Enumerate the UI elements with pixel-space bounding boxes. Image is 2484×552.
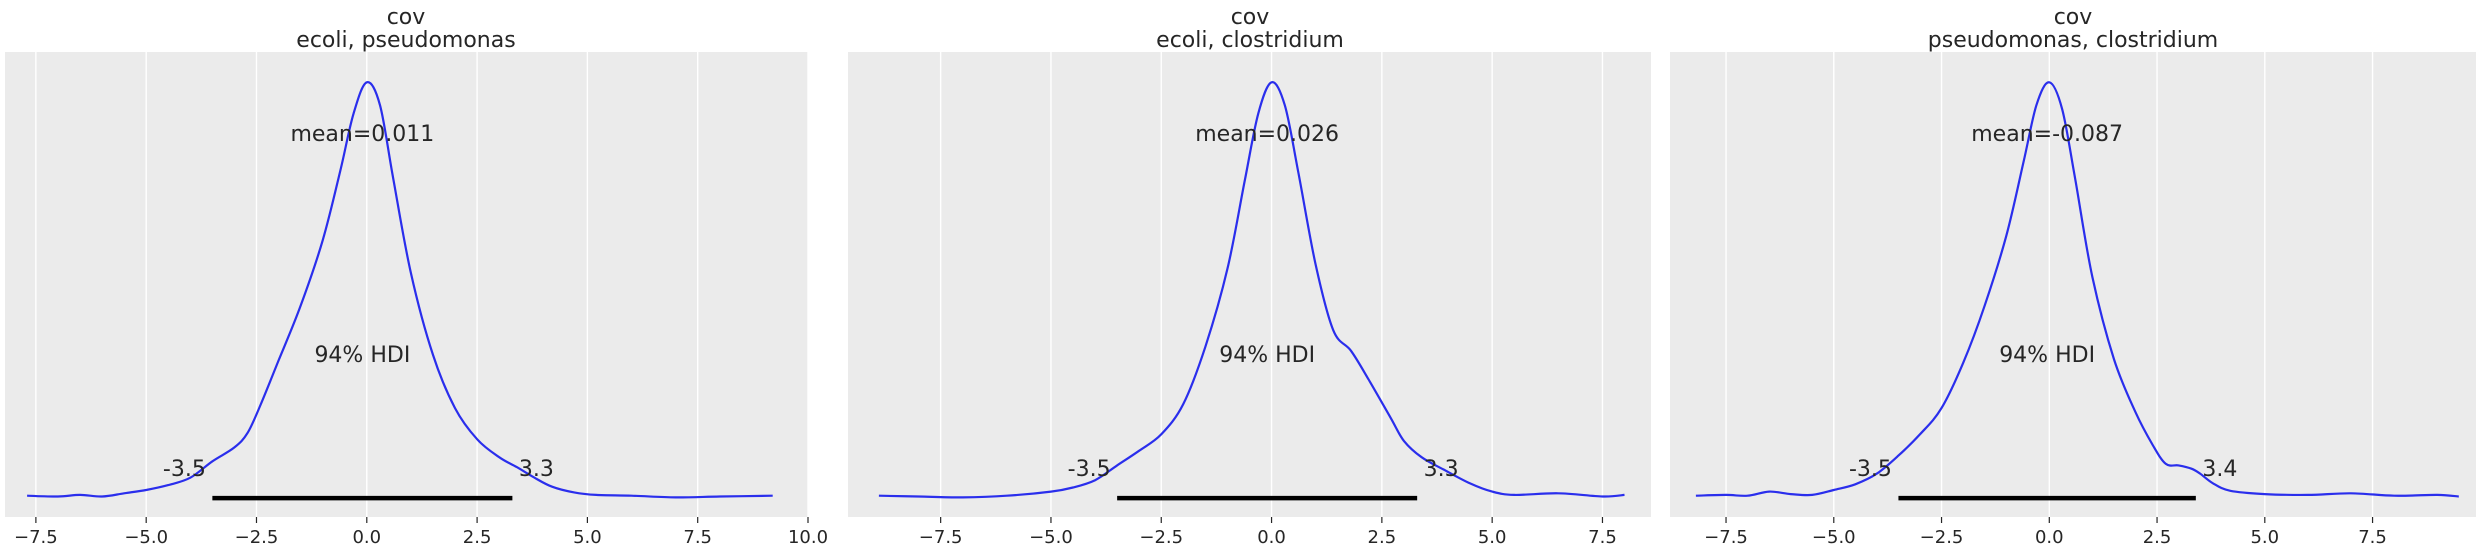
posterior-panel-pseudomonas-clostridium: cov pseudomonas, clostridium −7.5 −5.0 −2.… <box>1670 5 2476 548</box>
panel-title-line-1: cov <box>1231 5 1270 30</box>
x-tick-label: 7.5 <box>1588 527 1617 548</box>
hdi-lower-label: -3.5 <box>163 457 206 482</box>
panel-title-line-1: cov <box>387 5 426 30</box>
x-axis: −7.5 −5.0 −2.5 0.0 2.5 5.0 7.5 <box>919 517 1617 548</box>
hdi-upper-label: 3.3 <box>1424 457 1459 482</box>
posterior-density-line <box>1695 81 2459 498</box>
grid <box>35 52 809 517</box>
x-tick-label: 0.0 <box>352 527 381 548</box>
grid <box>939 52 1604 517</box>
x-tick-label: −5.0 <box>124 527 168 548</box>
x-tick-label: 7.5 <box>683 527 712 548</box>
plot-area <box>1670 52 2476 517</box>
panel-title-line-2: ecoli, clostridium <box>1156 28 1344 53</box>
x-tick-label: 0.0 <box>1257 527 1286 548</box>
x-tick-label: −7.5 <box>1704 527 1748 548</box>
x-tick-label: 5.0 <box>573 527 602 548</box>
x-tick-label: 0.0 <box>2035 527 2064 548</box>
hdi-label: 94% HDI <box>1999 343 2095 368</box>
hdi-lower-label: -3.5 <box>1849 457 1892 482</box>
hdi-upper-label: 3.3 <box>519 457 554 482</box>
x-tick-label: −7.5 <box>919 527 963 548</box>
x-tick-label: −5.0 <box>1029 527 1073 548</box>
plot-area <box>848 52 1651 517</box>
x-tick-label: 10.0 <box>788 527 828 548</box>
grid <box>1725 52 2374 517</box>
x-tick-label: 2.5 <box>1368 527 1397 548</box>
mean-label: mean=0.011 <box>290 122 434 147</box>
x-axis: −7.5 −5.0 −2.5 0.0 2.5 5.0 7.5 <box>1704 517 2387 548</box>
mean-label: mean=-0.087 <box>1971 122 2123 147</box>
hdi-lower-label: -3.5 <box>1068 457 1111 482</box>
posterior-panel-ecoli-clostridium: cov ecoli, clostridium −7.5 −5.0 −2.5 0.0 2.… <box>848 5 1651 548</box>
panel-title-line-2: pseudomonas, clostridium <box>1928 28 2218 53</box>
x-tick-label: 2.5 <box>2143 527 2172 548</box>
posterior-panel-ecoli-pseudomonas: cov ecoli, pseudomonas −7.5 −5.0 −2.5 0.0 2.… <box>5 5 828 548</box>
panel-title-line-2: ecoli, pseudomonas <box>296 28 515 53</box>
x-tick-label: 5.0 <box>2250 527 2279 548</box>
plot-area <box>5 52 808 517</box>
posterior-density-line <box>27 81 773 499</box>
x-tick-label: −7.5 <box>14 527 58 548</box>
hdi-label: 94% HDI <box>314 343 410 368</box>
x-axis: −7.5 −5.0 −2.5 0.0 2.5 5.0 7.5 10.0 <box>14 517 828 548</box>
hdi-label: 94% HDI <box>1219 343 1315 368</box>
x-tick-label: −2.5 <box>1139 527 1183 548</box>
x-tick-label: −2.5 <box>235 527 279 548</box>
x-tick-label: 7.5 <box>2358 527 2387 548</box>
x-tick-label: −2.5 <box>1920 527 1964 548</box>
x-tick-label: −5.0 <box>1812 527 1856 548</box>
hdi-upper-label: 3.4 <box>2202 457 2237 482</box>
x-tick-label: 5.0 <box>1478 527 1507 548</box>
panel-title-line-1: cov <box>2054 5 2093 30</box>
posterior-density-line <box>878 81 1625 499</box>
mean-label: mean=0.026 <box>1195 122 1339 147</box>
x-tick-label: 2.5 <box>463 527 492 548</box>
